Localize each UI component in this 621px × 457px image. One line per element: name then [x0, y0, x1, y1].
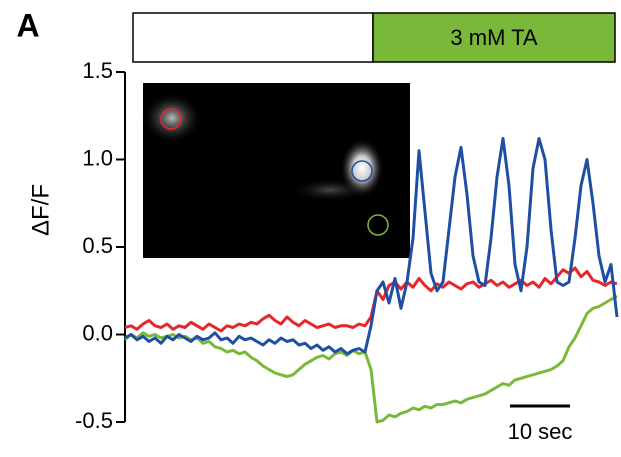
y-tick-label: 0.0 — [82, 320, 113, 345]
stimulus-label: 3 mM TA — [450, 25, 538, 50]
y-tick-label: 0.5 — [82, 233, 113, 258]
y-tick-label: -0.5 — [75, 408, 113, 433]
y-axis-label: ΔF/F — [27, 184, 54, 236]
scale-bar-label: 10 sec — [508, 419, 573, 444]
cell-glow — [290, 178, 370, 202]
cell-glow — [142, 92, 202, 144]
panel-label: A — [16, 7, 39, 43]
y-tick-label: 1.0 — [82, 145, 113, 170]
inset-image — [142, 83, 410, 258]
figure: A 3 mM TA ΔF/F -0.5 0.0 0.5 1.0 1.5 10 sec — [0, 0, 621, 457]
y-tick-label: 1.5 — [82, 58, 113, 83]
baseline-bar — [133, 13, 373, 62]
